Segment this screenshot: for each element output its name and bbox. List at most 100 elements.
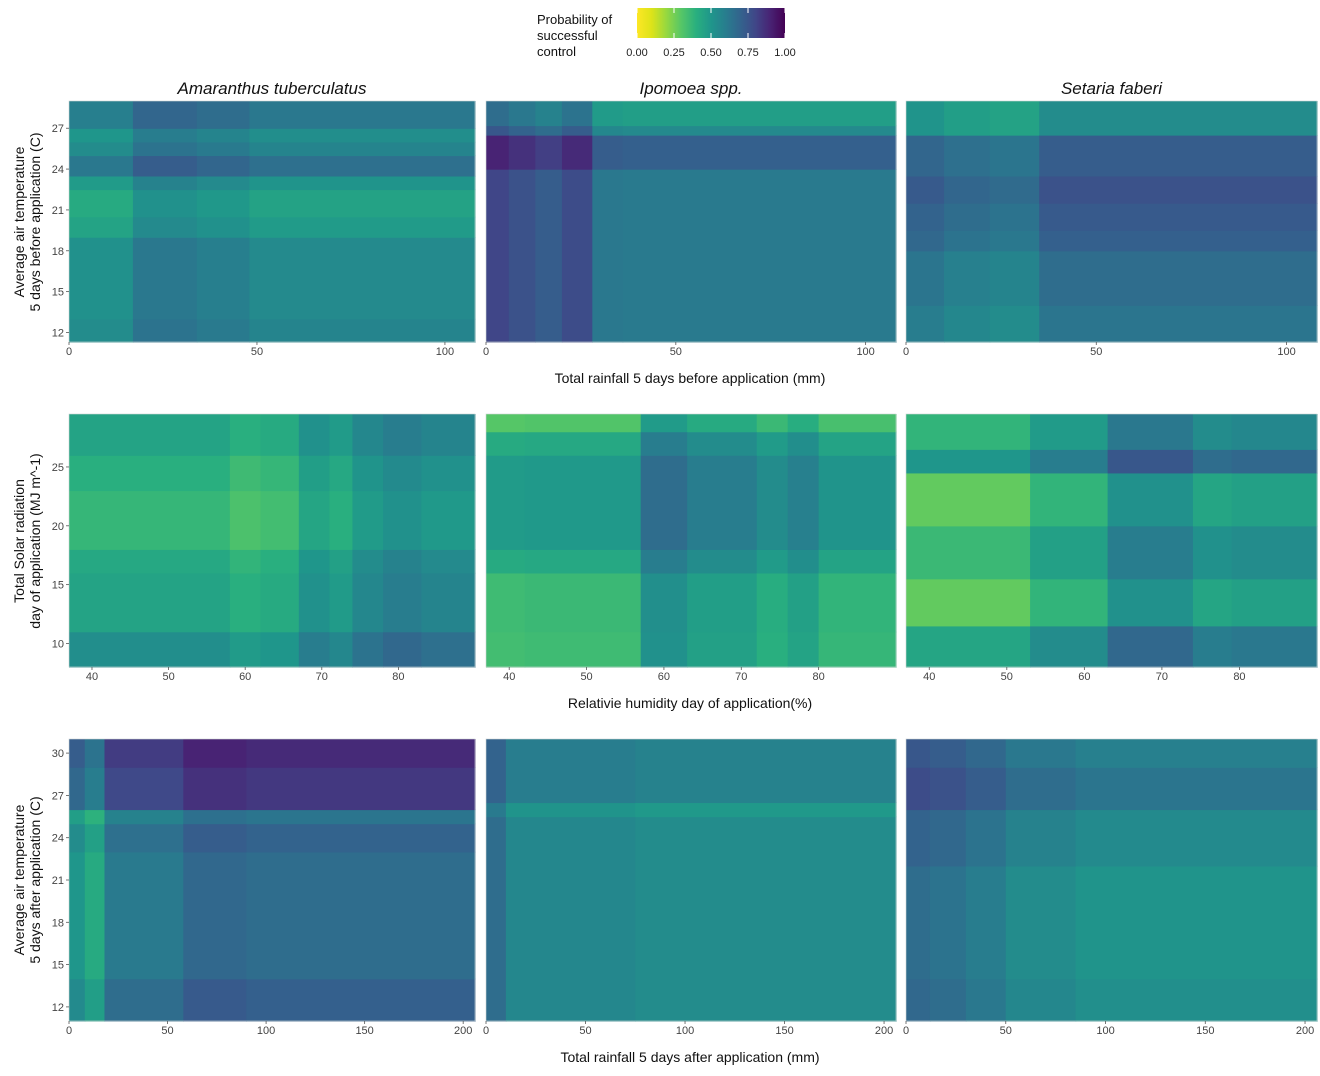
heatmap-cell xyxy=(818,414,897,433)
heatmap-cell xyxy=(246,739,476,768)
x-tick-label: 0 xyxy=(483,346,489,358)
heatmap-cell xyxy=(508,169,536,343)
x-tick-label: 150 xyxy=(1196,1025,1214,1037)
column-title: Ipomoea spp. xyxy=(639,79,742,98)
heatmap-cell xyxy=(298,631,331,668)
heatmap-cell xyxy=(421,490,476,550)
heatmap-cell xyxy=(183,767,247,811)
heatmap-cell xyxy=(906,625,1031,668)
heatmap-cell xyxy=(183,809,247,825)
heatmap-cell xyxy=(249,141,476,157)
x-tick-label: 80 xyxy=(392,671,404,683)
heatmap-cell xyxy=(505,816,636,1022)
heatmap-cell xyxy=(69,978,86,1022)
x-tick-label: 80 xyxy=(813,671,825,683)
heatmap-cell xyxy=(249,128,476,143)
heatmap-cell xyxy=(989,305,1040,343)
heatmap-cell xyxy=(906,978,931,1022)
heatmap-cell xyxy=(1039,305,1318,343)
x-axis-label: Total rainfall 5 days after application … xyxy=(560,1049,819,1065)
heatmap-cell xyxy=(989,101,1040,136)
heatmap-cell xyxy=(687,549,758,574)
heatmap-cell xyxy=(104,767,184,811)
heatmap-cell xyxy=(183,739,247,768)
heatmap-cell xyxy=(329,549,354,574)
heatmap-cell xyxy=(1075,978,1318,1022)
heatmap-cell xyxy=(906,739,931,768)
x-tick-label: 50 xyxy=(162,671,174,683)
heatmap-cell xyxy=(508,101,536,127)
legend-title-line: Probability of xyxy=(537,12,613,27)
heatmap-cell xyxy=(104,851,184,980)
heatmap-cell xyxy=(84,978,106,1022)
heatmap-cell xyxy=(1005,767,1077,811)
heatmap-cell xyxy=(906,305,945,343)
heatmap-cell xyxy=(1231,578,1318,627)
heatmap-cell xyxy=(756,431,789,456)
panel-border xyxy=(485,100,897,343)
heatmap-cell xyxy=(183,851,247,980)
x-tick-label: 0 xyxy=(66,346,72,358)
heatmap-cell xyxy=(756,549,789,574)
heatmap-cell xyxy=(1039,101,1318,136)
heatmap-cell xyxy=(1192,414,1233,450)
heatmap-cell xyxy=(818,431,897,456)
heatmap-cell xyxy=(69,490,231,550)
heatmap-cell xyxy=(383,631,422,668)
heatmap-cell xyxy=(1030,472,1109,527)
heatmap-cell xyxy=(383,455,422,492)
heatmap-cell xyxy=(260,455,300,492)
heatmap-cell xyxy=(508,135,536,170)
y-tick-label: 21 xyxy=(52,875,64,887)
heatmap-cell xyxy=(298,490,331,550)
heatmap-cell xyxy=(965,809,1007,867)
y-tick-label: 12 xyxy=(52,1002,64,1014)
heatmap-panel: 0 50 100 150 200 xyxy=(903,738,1318,1037)
heatmap-cell xyxy=(486,739,507,804)
heatmap-cell xyxy=(69,141,134,157)
heatmap-cell xyxy=(246,978,476,1022)
x-tick-label: 100 xyxy=(1277,346,1295,358)
heatmap-cell xyxy=(787,431,820,456)
heatmap-cell xyxy=(787,572,820,633)
heatmap-cell xyxy=(486,125,510,136)
heatmap-cell xyxy=(132,141,198,157)
heatmap-cell xyxy=(640,414,688,433)
heatmap-cell xyxy=(69,175,134,191)
heatmap-cell xyxy=(1192,472,1233,527)
heatmap-cell xyxy=(1192,625,1233,668)
heatmap-cell xyxy=(929,809,967,867)
panel-border xyxy=(68,413,476,668)
heatmap-cell xyxy=(1005,865,1077,980)
heatmap-cell xyxy=(229,572,262,633)
heatmap-cell xyxy=(249,318,476,343)
heatmap-cell xyxy=(1005,739,1077,768)
legend-title-line: successful xyxy=(537,28,598,43)
heatmap-cell xyxy=(1005,809,1077,867)
x-tick-label: 0 xyxy=(903,346,909,358)
y-axis-label-line: 5 days before application (C) xyxy=(27,133,43,312)
heatmap-cell xyxy=(352,455,384,492)
heatmap-cell xyxy=(929,978,967,1022)
heatmap-cell xyxy=(906,414,1031,450)
heatmap-cell xyxy=(535,169,563,343)
heatmap-cell xyxy=(486,455,526,550)
heatmap-cell xyxy=(69,237,134,320)
heatmap-cell xyxy=(1231,449,1318,474)
heatmap-cell xyxy=(196,101,251,129)
heatmap-cell xyxy=(561,125,593,136)
heatmap-panel: 40 50 60 70 80 xyxy=(485,413,897,683)
heatmap-cell xyxy=(508,125,536,136)
heatmap-cell xyxy=(69,414,231,456)
y-axis-label-line: 5 days after application (C) xyxy=(27,796,43,963)
heatmap-cell xyxy=(965,739,1007,768)
heatmap-cell xyxy=(69,318,134,343)
y-tick-label: 15 xyxy=(52,580,64,592)
x-tick-label: 50 xyxy=(670,346,682,358)
heatmap-cell xyxy=(69,549,231,574)
x-tick-label: 100 xyxy=(1096,1025,1114,1037)
heatmap-cell xyxy=(965,767,1007,811)
heatmap-cell xyxy=(1192,525,1233,580)
heatmap-cell xyxy=(1030,525,1109,580)
heatmap-cell xyxy=(69,809,86,825)
